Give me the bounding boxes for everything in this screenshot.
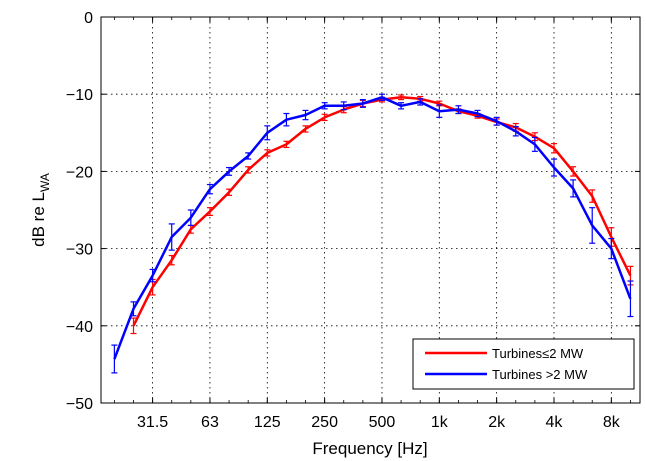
error-bar: [245, 152, 252, 160]
error-bar: [627, 280, 634, 318]
error-bar: [608, 237, 615, 260]
x-tick-label: 2k: [488, 414, 506, 431]
error-bar: [264, 125, 271, 141]
error-bar: [398, 102, 405, 110]
error-bar: [417, 98, 424, 106]
error-bar: [302, 109, 309, 121]
y-tick-label: −30: [66, 242, 93, 259]
plot-frame: [100, 16, 641, 404]
error-bar: [378, 93, 385, 101]
y-axis-label: dB re LWA: [29, 173, 52, 247]
error-bar: [302, 125, 309, 133]
series-1: [111, 93, 634, 374]
error-bar: [283, 140, 290, 149]
error-bar: [226, 188, 233, 196]
x-tick-label: 4k: [546, 414, 564, 431]
error-bar: [455, 105, 462, 115]
error-bar: [550, 143, 557, 154]
error-bar: [436, 104, 443, 118]
y-axis-label-subscript: WA: [38, 173, 52, 192]
legend-box: [412, 338, 635, 390]
error-bar: [130, 317, 137, 335]
error-bar: [474, 109, 481, 118]
error-bar: [512, 126, 519, 137]
x-tick-label: 31.5: [137, 414, 168, 431]
error-bar: [111, 344, 118, 374]
series-layer: [111, 93, 634, 374]
error-bar: [283, 112, 290, 127]
y-tick-label: 0: [84, 10, 93, 27]
error-bar: [264, 149, 271, 157]
error-bar: [149, 268, 156, 283]
x-tick-label: 250: [311, 414, 338, 431]
x-tick-label: 63: [201, 414, 219, 431]
error-bar: [206, 207, 213, 217]
legend-label-red: Turbines≤2 MW: [492, 346, 584, 361]
error-bar: [340, 101, 347, 111]
error-bar: [321, 113, 328, 122]
legend: Turbines≤2 MW Turbines >2 MW: [412, 338, 635, 390]
y-tick-label: −50: [66, 396, 93, 413]
error-bar: [531, 136, 538, 152]
x-tick-label: 500: [369, 414, 396, 431]
error-bar: [570, 166, 577, 177]
error-bar: [570, 179, 577, 198]
legend-label-blue: Turbines >2 MW: [492, 367, 588, 382]
error-bar: [168, 254, 175, 266]
error-bar: [550, 158, 557, 177]
error-bar: [321, 102, 328, 110]
x-tick-label: 1k: [431, 414, 449, 431]
y-tick-label: −40: [66, 319, 93, 336]
error-bar: [226, 166, 233, 176]
tick-labels: 31.5 63 125 250 500 1k 2k 4k 8k 0 −10 −20 −30 −40 −50: [66, 10, 621, 431]
error-bar: [168, 223, 175, 251]
x-tick-label: 125: [254, 414, 281, 431]
error-bar: [589, 207, 596, 244]
error-bar: [398, 94, 405, 101]
error-bar: [206, 183, 213, 195]
error-bar: [130, 301, 137, 317]
x-tick-label: 8k: [603, 414, 621, 431]
error-bar: [493, 116, 500, 126]
error-bar: [245, 166, 252, 174]
error-bar: [187, 209, 194, 227]
x-axis-label: Frequency [Hz]: [312, 439, 427, 458]
y-tick-label: −10: [66, 87, 93, 104]
error-bar: [589, 189, 596, 203]
series-line: [132, 96, 632, 327]
y-tick-label: −20: [66, 164, 93, 181]
series-line: [113, 96, 632, 360]
error-bar: [359, 99, 366, 108]
ticks: [101, 16, 640, 404]
